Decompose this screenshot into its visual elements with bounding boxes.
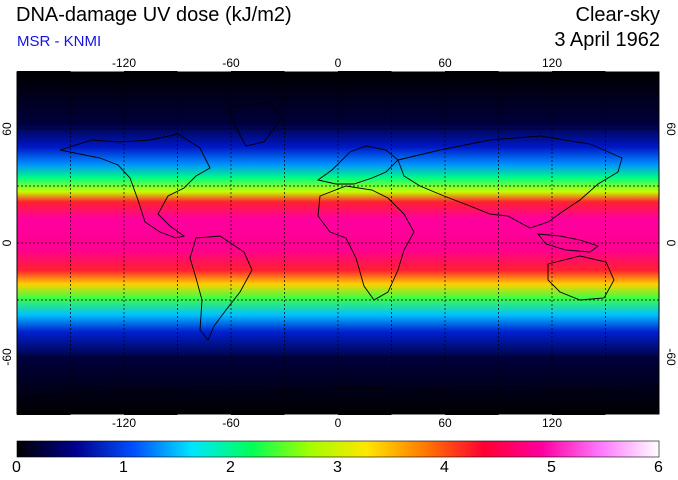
lon-tick-label-top: -120 bbox=[112, 56, 136, 70]
colorbar-tick-label: 4 bbox=[440, 459, 449, 476]
colorbar-frame bbox=[16, 440, 660, 458]
lon-tick-label-bottom: 0 bbox=[335, 416, 342, 430]
lon-tick-label-top: -60 bbox=[222, 56, 240, 70]
frame-segment bbox=[552, 71, 606, 74]
lon-tick-label-bottom: -60 bbox=[222, 416, 240, 430]
colorbar-tick-label: 1 bbox=[119, 459, 128, 476]
lon-tick-label-top: 0 bbox=[335, 56, 342, 70]
frame-segment bbox=[338, 71, 392, 74]
colorbar-tick-label: 2 bbox=[226, 459, 235, 476]
colorbar-gradient bbox=[17, 441, 659, 457]
lat-labels-right: 60 0 -60 bbox=[664, 122, 678, 366]
lat-tick-label-right: 0 bbox=[664, 240, 678, 247]
lat-tick-label-left: -60 bbox=[0, 348, 14, 366]
frame-segment bbox=[124, 412, 178, 415]
map-area bbox=[16, 71, 660, 415]
sky-condition-label: Clear-sky bbox=[575, 4, 660, 26]
frame-segment bbox=[445, 412, 499, 415]
lon-tick-label-bottom: 120 bbox=[542, 416, 562, 430]
frame-segment bbox=[338, 412, 392, 415]
colorbar-tick-label: 3 bbox=[333, 459, 342, 476]
colorbar-tick-label: 5 bbox=[547, 459, 556, 476]
frame-segment bbox=[445, 71, 499, 74]
lon-tick-label-bottom: -120 bbox=[112, 416, 136, 430]
lat-tick-label-right: 60 bbox=[664, 122, 678, 136]
colorbar bbox=[16, 440, 660, 458]
frame-segment bbox=[231, 412, 285, 415]
lat-labels-left: 60 0 -60 bbox=[0, 122, 14, 366]
lon-tick-label-top: 120 bbox=[542, 56, 562, 70]
lat-tick-label-left: 60 bbox=[0, 122, 14, 136]
colorbar-tick-label: 6 bbox=[654, 459, 663, 476]
lon-tick-label-top: 60 bbox=[438, 56, 452, 70]
date-label: 3 April 1962 bbox=[554, 29, 660, 51]
frame-segment bbox=[17, 71, 71, 74]
lon-labels-top: -120 -60 0 60 120 bbox=[112, 56, 562, 70]
colorbar-tick-label: 0 bbox=[12, 459, 21, 476]
lat-tick-label-left: 0 bbox=[0, 239, 14, 246]
chart-title: DNA-damage UV dose (kJ/m2) bbox=[16, 4, 292, 26]
frame-segment bbox=[124, 71, 178, 74]
frame-segment bbox=[17, 412, 71, 415]
source-label: MSR - KNMI bbox=[17, 33, 102, 50]
frame-segment bbox=[552, 412, 606, 415]
lon-labels-bottom: -120 -60 0 60 120 bbox=[112, 416, 562, 430]
lon-tick-label-bottom: 60 bbox=[438, 416, 452, 430]
frame-segment bbox=[231, 71, 285, 74]
lat-tick-label-right: -60 bbox=[664, 348, 678, 366]
